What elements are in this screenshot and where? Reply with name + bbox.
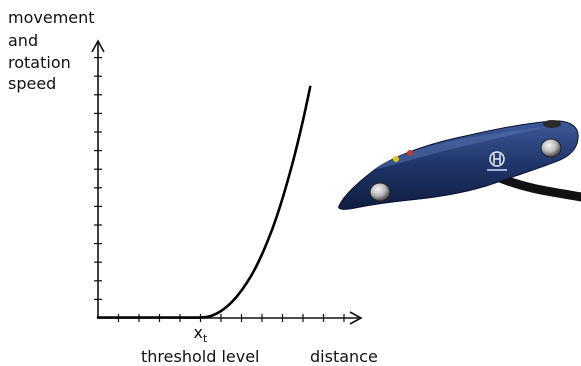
- y-label-line-1: movement: [8, 8, 95, 27]
- device-cable: [495, 173, 581, 202]
- x-axis-arrow-icon: [349, 311, 363, 325]
- threshold-label: threshold level: [141, 347, 259, 366]
- device-right-knob: [540, 138, 562, 158]
- threshold-symbol: xt: [194, 323, 208, 345]
- axes: [91, 39, 363, 325]
- device-logo-icon: [487, 151, 507, 171]
- device-left-knob: [369, 182, 391, 202]
- device-yellow-button: [393, 156, 399, 162]
- y-label-line-4: speed: [8, 74, 56, 93]
- threshold-symbol-main: x: [194, 323, 203, 342]
- series-line: [96, 85, 312, 319]
- device-top-cap: [543, 120, 561, 128]
- y-ticks: [94, 56, 102, 300]
- y-label-line-3: rotation: [8, 53, 71, 72]
- device-body: [338, 120, 579, 210]
- y-label-line-2: and: [8, 31, 38, 50]
- spacemouse-device-icon: [338, 120, 581, 210]
- y-axis-arrow-icon: [91, 39, 105, 53]
- threshold-symbol-subscript: t: [203, 332, 208, 345]
- device-red-button: [407, 150, 413, 156]
- x-axis-label: distance: [310, 347, 378, 366]
- y-axis-label: movement and rotation speed: [8, 8, 95, 93]
